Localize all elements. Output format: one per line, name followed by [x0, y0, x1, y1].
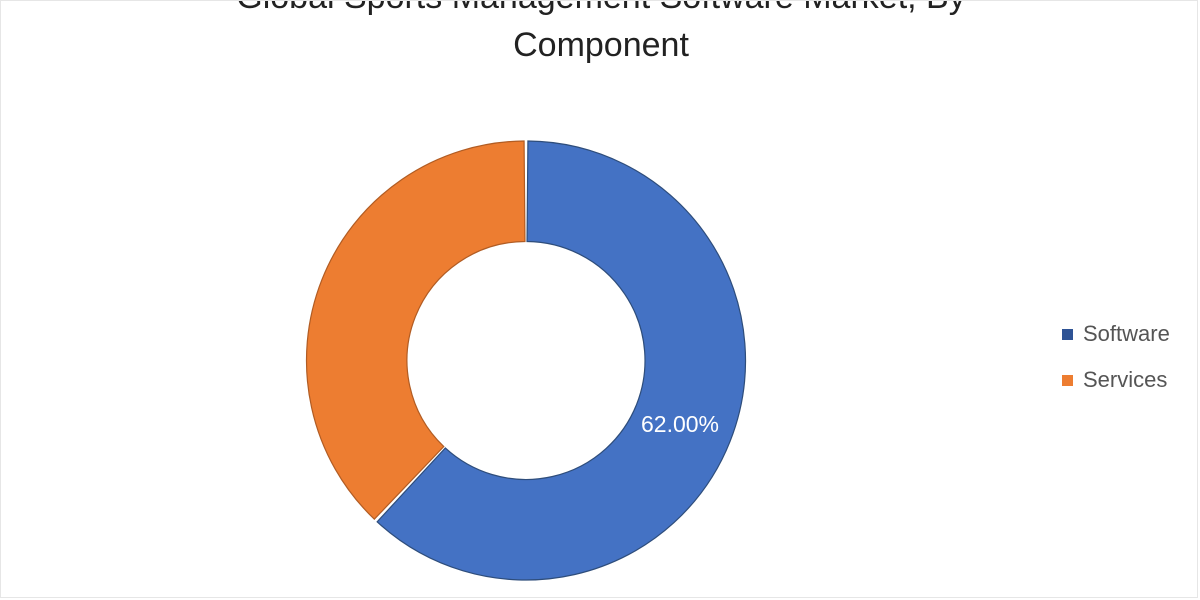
svg-text:62.00%: 62.00%: [641, 411, 719, 437]
